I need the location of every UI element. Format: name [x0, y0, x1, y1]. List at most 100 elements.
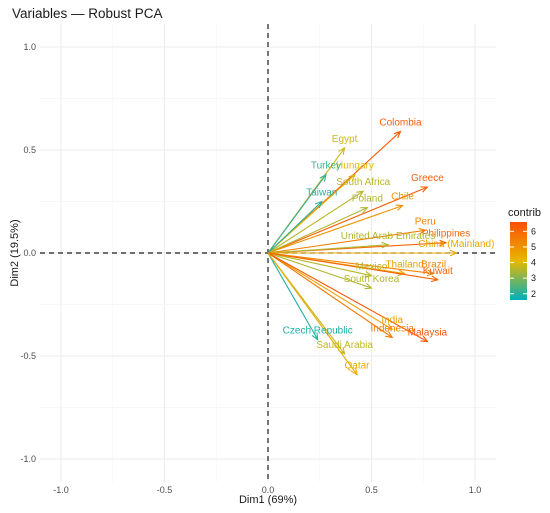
arrow-shaft: [267, 186, 428, 254]
variable-label: Greece: [411, 173, 444, 184]
arrow-head: [449, 249, 458, 257]
legend-tick-label: 2: [531, 289, 536, 299]
variable-label: China (Mainland): [418, 239, 494, 250]
arrow-shaft: [267, 252, 372, 289]
variable-label: Qatar: [345, 361, 371, 372]
variable-arrow: [267, 252, 373, 290]
arrow-head: [381, 241, 390, 249]
variable-label: South Africa: [336, 177, 390, 188]
arrow-head: [364, 271, 373, 278]
legend-tick-label: 6: [531, 226, 536, 236]
variable-label: Kuwait: [423, 266, 453, 277]
variable-arrow: [267, 252, 358, 376]
arrow-shaft: [267, 174, 356, 254]
arrow-shaft: [267, 201, 323, 254]
variable-label: United Arab Emirates: [341, 231, 436, 242]
arrow-head: [439, 239, 448, 247]
variable-arrow: [267, 252, 435, 277]
arrow-shaft: [267, 252, 372, 277]
variable-arrow: [267, 207, 369, 254]
arrow-shaft: [267, 244, 389, 254]
variable-arrow: [267, 252, 440, 283]
variable-label: Czech Republic: [283, 326, 353, 337]
arrow-head: [364, 282, 373, 290]
variable-label: Mexico: [356, 262, 388, 273]
x-tick-label: 0.0: [262, 485, 275, 495]
contrib-legend: contrib 2 3 4 5 6: [508, 207, 541, 300]
variable-label: Indonesia: [371, 323, 415, 334]
arrow-head: [426, 269, 435, 277]
arrow-shaft: [267, 252, 428, 343]
arrow-shaft: [267, 252, 358, 375]
y-axis-title: Dim2 (19.5%): [9, 219, 21, 286]
variable-arrow: [267, 252, 373, 278]
arrow-head: [385, 331, 394, 339]
arrow-shaft: [267, 174, 327, 254]
arrow-shaft: [267, 229, 426, 254]
variable-arrow: [267, 190, 365, 254]
variable-arrow: [267, 252, 429, 343]
variable-label: Brazil: [421, 260, 446, 271]
legend-tick-label: 3: [531, 273, 536, 283]
variable-label: Philippines: [422, 229, 470, 240]
x-tick-label: -1.0: [53, 485, 69, 495]
variable-label: Taiwan: [306, 188, 337, 199]
arrow-head: [338, 146, 346, 155]
variable-label: Saudi Arabia: [316, 340, 373, 351]
variable-arrow: [267, 186, 429, 254]
y-tick-label: 1.0: [23, 42, 36, 52]
legend-title: contrib: [508, 207, 541, 219]
arrow-shaft: [267, 252, 393, 338]
arrow-head: [418, 227, 427, 235]
arrow-head: [430, 275, 440, 283]
variable-arrow: [267, 252, 394, 339]
x-tick-label: 1.0: [469, 485, 482, 495]
axis-ticks: -1.0 -0.5 0.0 0.5 1.0 -1.0 -0.5 0.0 0.5 1.0: [20, 42, 481, 495]
x-tick-label: -0.5: [157, 485, 173, 495]
variable-label: Hungary: [336, 161, 374, 172]
arrow-shaft: [267, 252, 393, 330]
variable-label: Poland: [352, 194, 383, 205]
variable-arrow: [267, 173, 356, 254]
arrow-head: [420, 335, 429, 343]
arrow-head: [311, 332, 319, 341]
variable-label: Thailand: [385, 260, 423, 271]
arrow-head: [356, 190, 365, 198]
variable-label: Turkey: [311, 161, 341, 172]
variable-arrow: [268, 249, 458, 257]
variable-arrow: [267, 200, 323, 254]
variable-label: Malaysia: [408, 328, 448, 339]
arrow-head: [348, 173, 356, 182]
arrow-head: [385, 323, 394, 330]
arrow-head: [395, 204, 404, 211]
variable-label: Colombia: [379, 117, 422, 128]
variable-label: Egypt: [332, 134, 358, 145]
variable-arrow: [267, 241, 390, 254]
arrow-head: [420, 186, 429, 193]
chart-title: Variables — Robust PCA: [12, 6, 163, 21]
variable-label: India: [381, 315, 403, 326]
legend-colorbar: [510, 222, 527, 300]
legend-tick-label: 4: [531, 258, 536, 268]
arrow-head: [360, 207, 369, 214]
y-tick-label: -1.0: [20, 454, 36, 464]
x-tick-label: 0.5: [365, 485, 378, 495]
arrow-head: [319, 173, 327, 182]
legend-ticks: 2 3 4 5 6: [510, 226, 536, 299]
variable-arrow: [267, 204, 404, 254]
variable-arrows: [267, 130, 458, 376]
variable-arrow: [267, 252, 319, 341]
arrow-shaft: [267, 205, 403, 254]
y-tick-label: -0.5: [20, 351, 36, 361]
arrow-head: [315, 200, 323, 209]
y-tick-label: 0.0: [23, 248, 36, 258]
variable-label: South Korea: [344, 274, 400, 285]
arrow-head: [350, 367, 358, 376]
x-axis-title: Dim1 (69%): [239, 494, 297, 506]
arrow-shaft: [267, 190, 364, 254]
variable-label: Peru: [415, 216, 436, 227]
arrow-shaft: [267, 252, 438, 281]
